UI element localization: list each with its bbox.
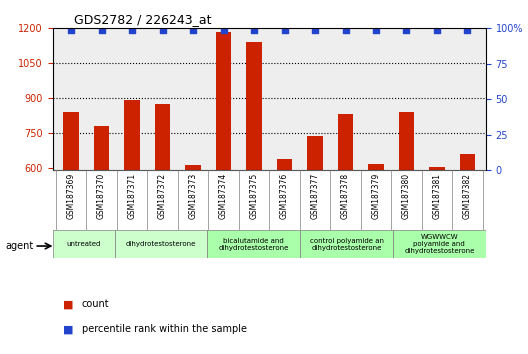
Text: GSM187381: GSM187381: [432, 173, 441, 219]
Text: GSM187373: GSM187373: [188, 173, 197, 219]
Text: bicalutamide and
dihydrotestosterone: bicalutamide and dihydrotestosterone: [219, 238, 289, 251]
Bar: [460, 154, 475, 170]
Text: percentile rank within the sample: percentile rank within the sample: [82, 324, 247, 334]
Bar: [399, 112, 414, 170]
Text: ■: ■: [63, 299, 74, 309]
Text: GSM187370: GSM187370: [97, 173, 106, 219]
FancyBboxPatch shape: [53, 230, 115, 258]
Text: untreated: untreated: [67, 241, 101, 247]
Text: GSM187375: GSM187375: [250, 173, 259, 219]
Bar: [247, 42, 262, 170]
Point: [402, 27, 411, 33]
Point: [219, 27, 228, 33]
Text: GSM187379: GSM187379: [372, 173, 381, 219]
Text: GDS2782 / 226243_at: GDS2782 / 226243_at: [74, 13, 212, 26]
Bar: [429, 167, 445, 170]
Bar: [125, 100, 140, 170]
Point: [372, 27, 380, 33]
Text: GSM187372: GSM187372: [158, 173, 167, 219]
Bar: [369, 164, 384, 170]
Point: [311, 27, 319, 33]
Bar: [94, 126, 109, 170]
Text: GSM187380: GSM187380: [402, 173, 411, 219]
Text: GSM187377: GSM187377: [310, 173, 319, 219]
Point: [128, 27, 136, 33]
Text: GSM187369: GSM187369: [67, 173, 76, 219]
Text: GSM187374: GSM187374: [219, 173, 228, 219]
Text: WGWWCW
polyamide and
dihydrotestosterone: WGWWCW polyamide and dihydrotestosterone: [404, 234, 475, 254]
FancyBboxPatch shape: [300, 230, 393, 258]
Point: [280, 27, 289, 33]
FancyBboxPatch shape: [393, 230, 486, 258]
Bar: [185, 165, 201, 170]
Text: GSM187382: GSM187382: [463, 173, 472, 219]
Point: [67, 27, 76, 33]
Text: ■: ■: [63, 324, 74, 334]
Point: [341, 27, 350, 33]
Bar: [307, 136, 323, 170]
Text: count: count: [82, 299, 109, 309]
Point: [463, 27, 472, 33]
Bar: [155, 104, 170, 170]
Text: GSM187371: GSM187371: [128, 173, 137, 219]
Text: control polyamide an
dihydrotestosterone: control polyamide an dihydrotestosterone: [309, 238, 384, 251]
Text: agent: agent: [5, 241, 34, 251]
Point: [433, 27, 441, 33]
Text: dihydrotestosterone: dihydrotestosterone: [126, 241, 196, 247]
Text: GSM187376: GSM187376: [280, 173, 289, 219]
Bar: [216, 32, 231, 170]
FancyBboxPatch shape: [208, 230, 300, 258]
Point: [158, 27, 167, 33]
Bar: [338, 114, 353, 170]
Bar: [63, 112, 79, 170]
Point: [250, 27, 258, 33]
Text: GSM187378: GSM187378: [341, 173, 350, 219]
FancyBboxPatch shape: [115, 230, 208, 258]
Point: [97, 27, 106, 33]
Bar: [277, 159, 292, 170]
Point: [189, 27, 197, 33]
